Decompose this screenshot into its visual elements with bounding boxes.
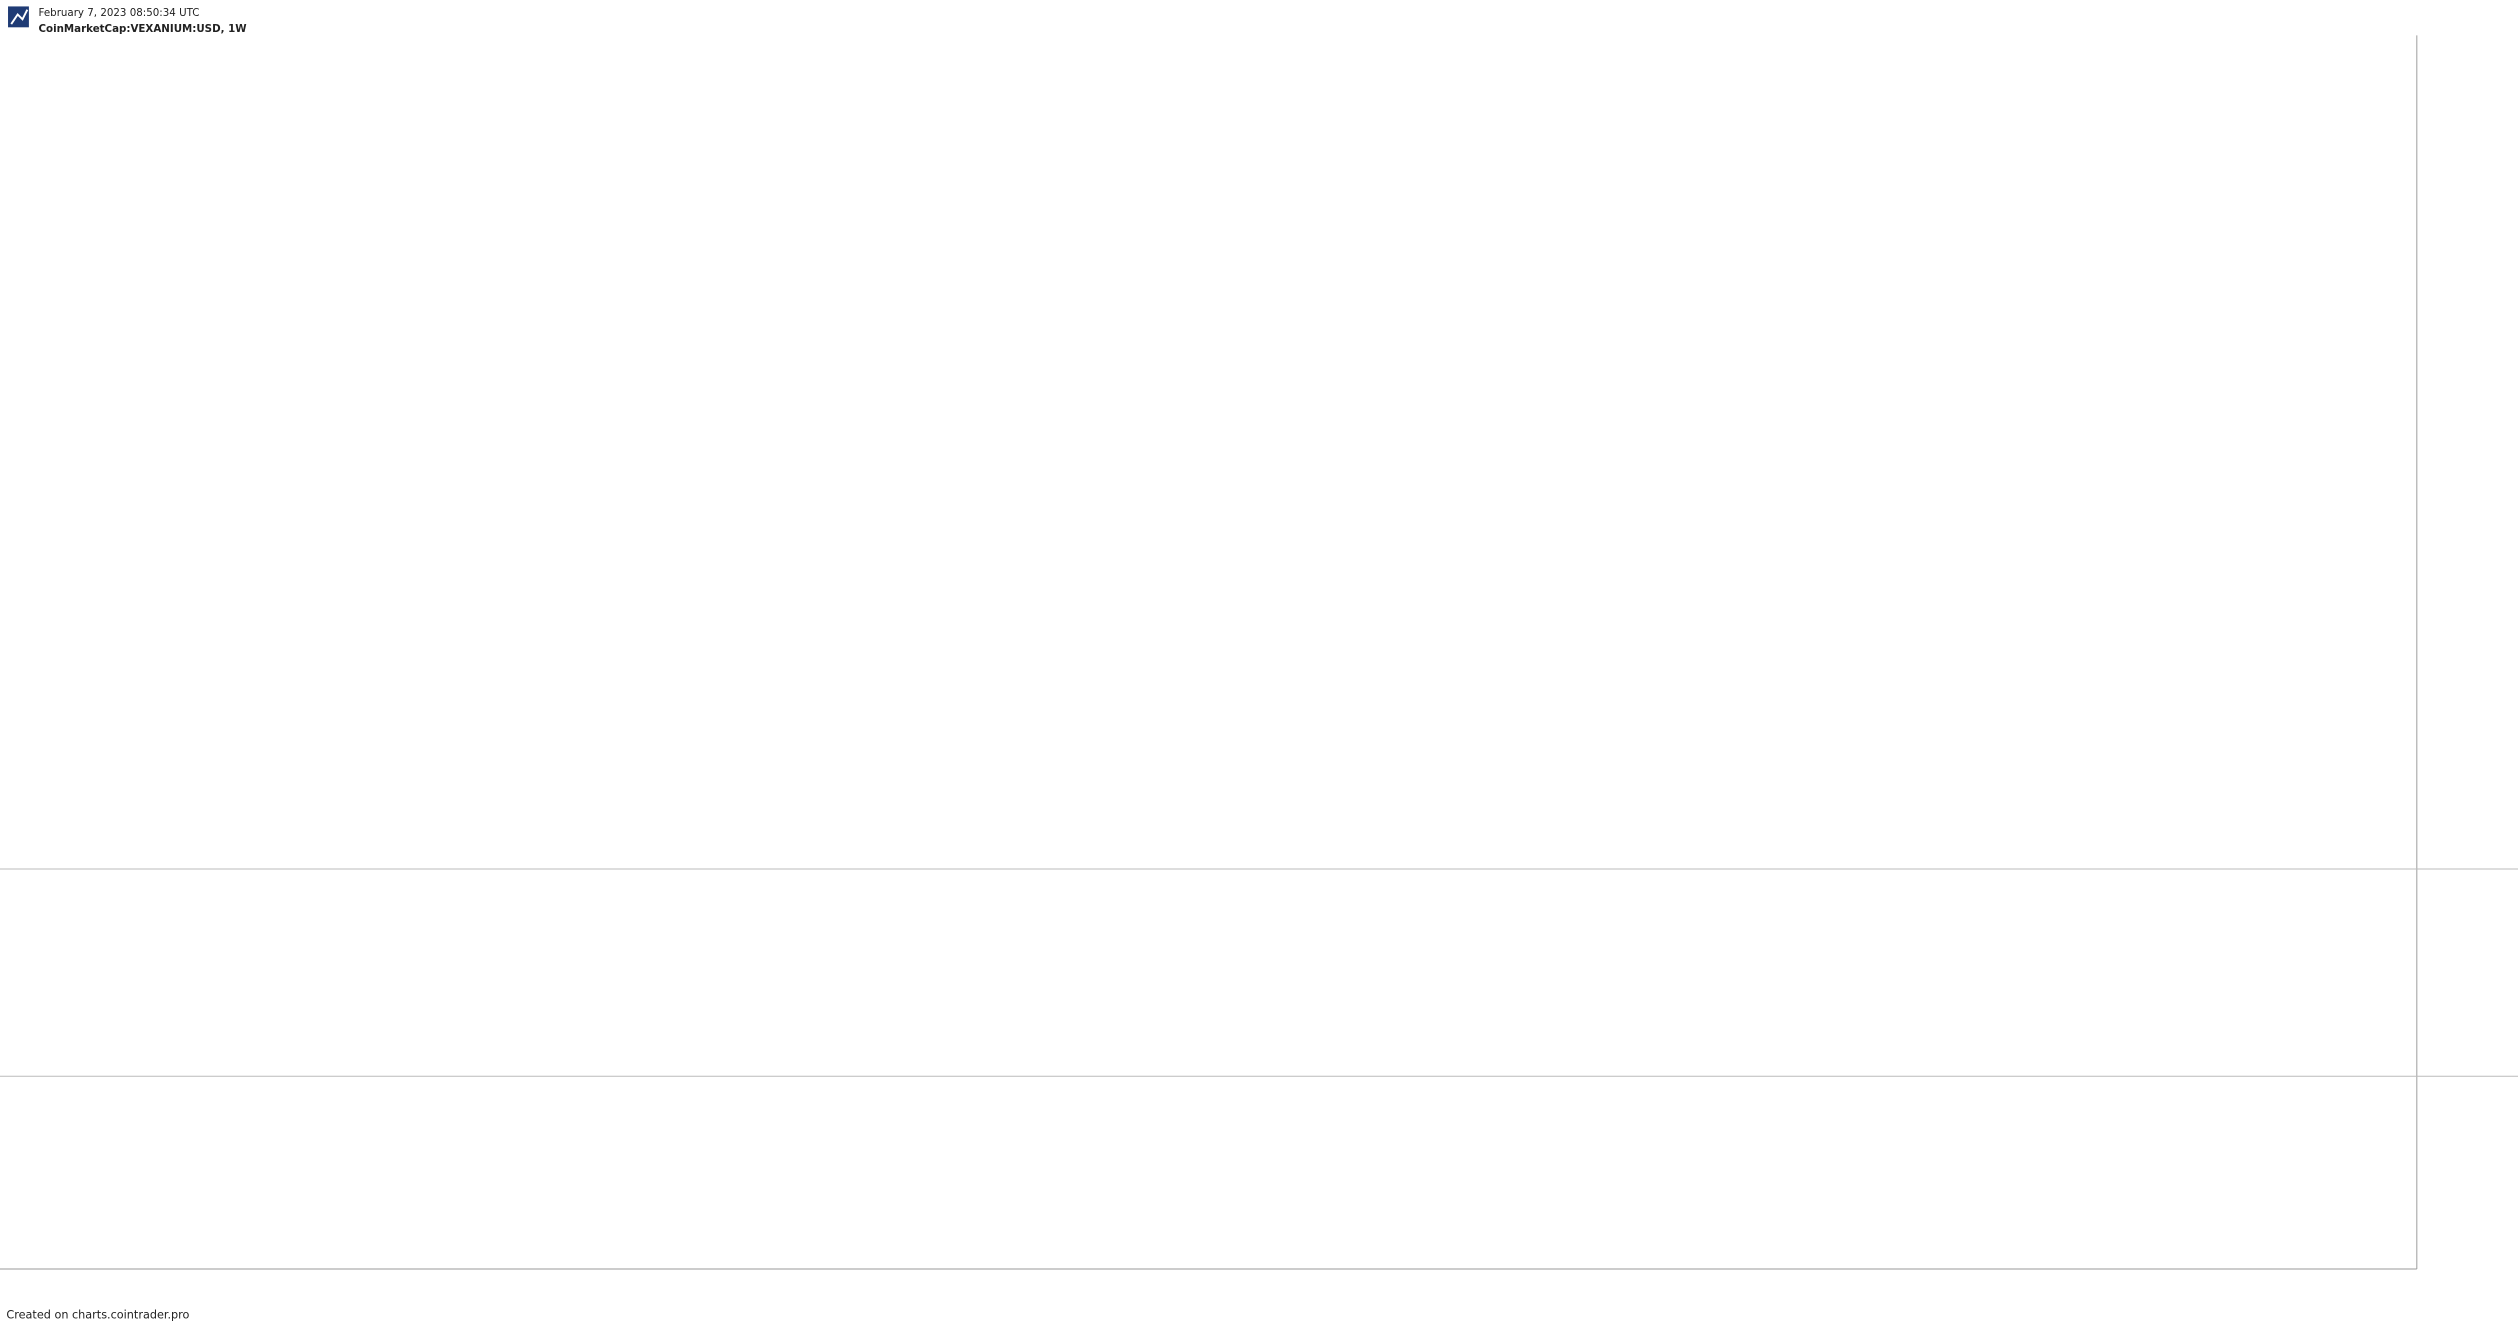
symbol: CoinMarketCap:VEXANIUM:USD, 1W <box>39 23 247 35</box>
logo <box>8 6 29 28</box>
logo-mark <box>10 9 29 25</box>
timestamp: February 7, 2023 08:50:34 UTC <box>39 7 200 19</box>
footer: Created on charts.cointrader.pro <box>6 1309 189 1322</box>
